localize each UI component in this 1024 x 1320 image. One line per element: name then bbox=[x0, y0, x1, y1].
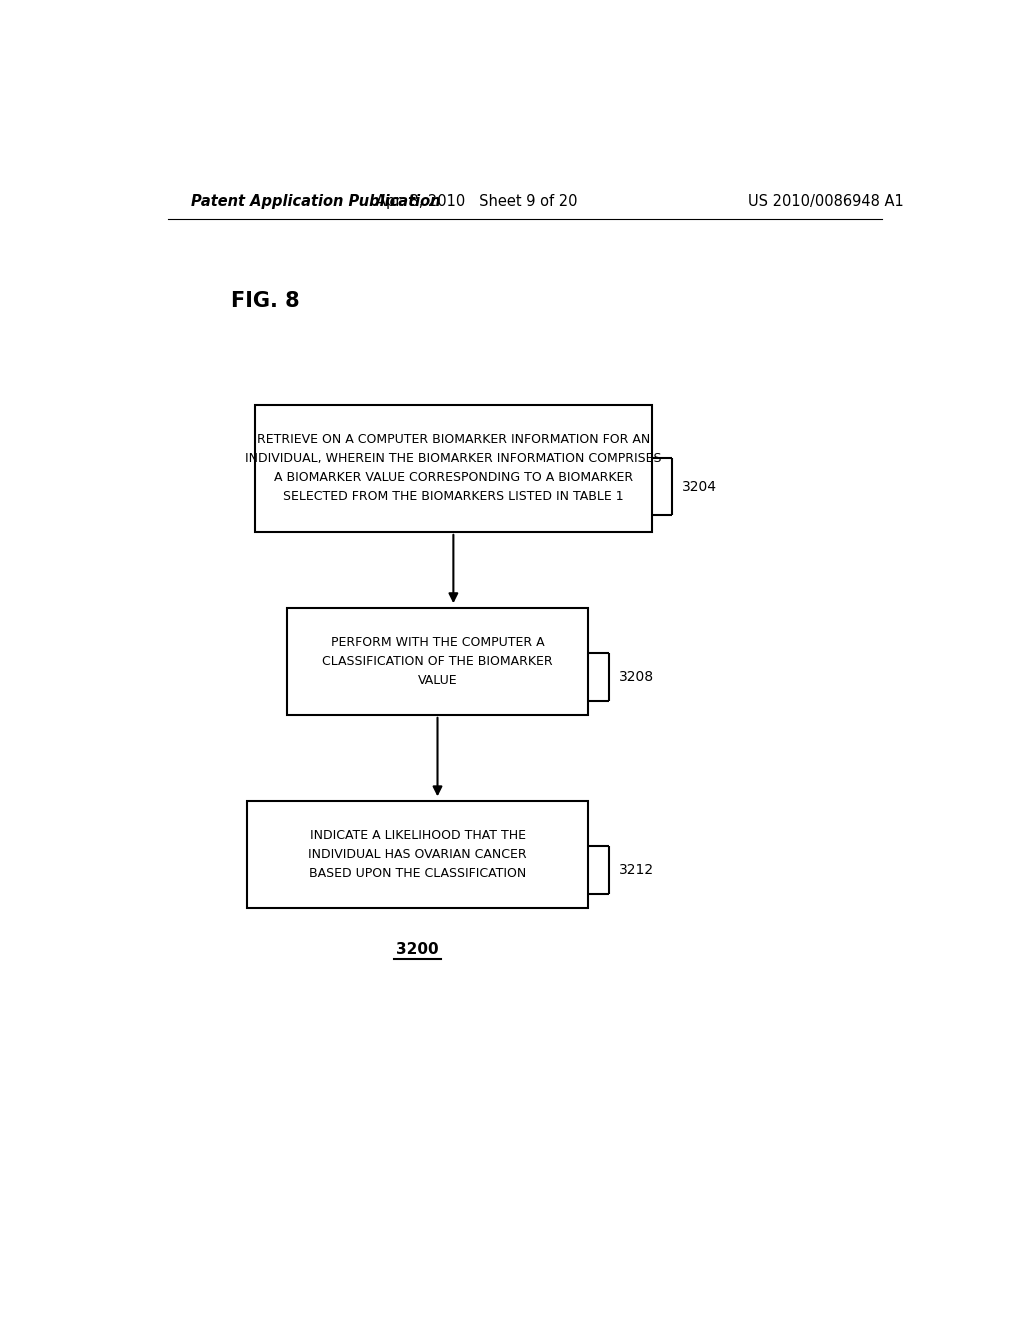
Text: US 2010/0086948 A1: US 2010/0086948 A1 bbox=[749, 194, 904, 209]
Text: Apr. 8, 2010   Sheet 9 of 20: Apr. 8, 2010 Sheet 9 of 20 bbox=[377, 194, 578, 209]
Text: INDICATE A LIKELIHOOD THAT THE
INDIVIDUAL HAS OVARIAN CANCER
BASED UPON THE CLAS: INDICATE A LIKELIHOOD THAT THE INDIVIDUA… bbox=[308, 829, 527, 880]
Bar bbox=[247, 801, 588, 908]
Text: 3204: 3204 bbox=[682, 480, 717, 494]
Text: PERFORM WITH THE COMPUTER A
CLASSIFICATION OF THE BIOMARKER
VALUE: PERFORM WITH THE COMPUTER A CLASSIFICATI… bbox=[323, 636, 553, 686]
Text: 3212: 3212 bbox=[618, 863, 653, 876]
Text: RETRIEVE ON A COMPUTER BIOMARKER INFORMATION FOR AN
INDIVIDUAL, WHEREIN THE BIOM: RETRIEVE ON A COMPUTER BIOMARKER INFORMA… bbox=[245, 433, 662, 503]
Text: 3208: 3208 bbox=[618, 671, 653, 684]
Bar bbox=[255, 405, 651, 532]
Bar bbox=[287, 609, 588, 715]
Text: FIG. 8: FIG. 8 bbox=[231, 290, 300, 310]
Text: Patent Application Publication: Patent Application Publication bbox=[191, 194, 441, 209]
Text: 3200: 3200 bbox=[396, 941, 439, 957]
